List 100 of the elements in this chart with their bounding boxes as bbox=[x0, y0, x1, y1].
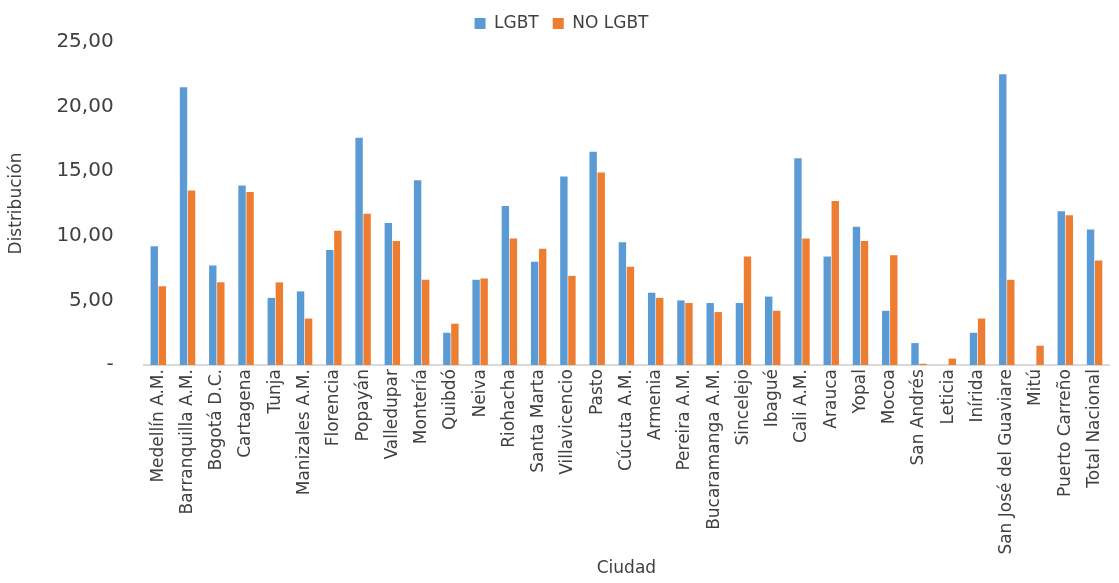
bar bbox=[179, 87, 188, 366]
bar bbox=[267, 297, 275, 366]
x-tick-label: Florencia bbox=[322, 369, 343, 447]
bar bbox=[355, 137, 363, 366]
bar bbox=[238, 185, 246, 366]
x-tick-label: Santa Marta bbox=[527, 369, 548, 473]
bar bbox=[589, 151, 597, 366]
bar bbox=[1086, 229, 1095, 366]
bar bbox=[326, 250, 334, 366]
x-tick-label: Bogotá D.C. bbox=[205, 369, 226, 471]
y-tick-label: 25,00 bbox=[56, 28, 114, 53]
bar bbox=[890, 255, 898, 366]
bar bbox=[860, 241, 869, 366]
x-tick-label: Barranquilla A.M. bbox=[175, 369, 196, 515]
bar bbox=[158, 286, 167, 366]
bar bbox=[560, 176, 568, 366]
x-tick-label: Inírida bbox=[965, 369, 986, 423]
bar bbox=[969, 332, 978, 366]
x-tick-label: Neiva bbox=[468, 369, 489, 418]
x-tick-label: Cali A.M. bbox=[790, 369, 811, 444]
x-tick-label: Riohacha bbox=[497, 369, 518, 448]
bar bbox=[421, 279, 430, 366]
bar bbox=[392, 241, 401, 366]
bar bbox=[706, 303, 714, 366]
bar bbox=[999, 74, 1007, 366]
bar bbox=[685, 303, 693, 366]
x-tick-label: Villavicencio bbox=[556, 369, 577, 475]
bar bbox=[743, 256, 752, 366]
bar bbox=[1007, 279, 1015, 366]
bar bbox=[217, 282, 225, 366]
x-tick-label: Mocoa bbox=[878, 369, 899, 425]
bar bbox=[647, 292, 656, 366]
legend-label: NO LGBT bbox=[572, 11, 650, 32]
bar bbox=[501, 206, 510, 366]
bar bbox=[296, 291, 305, 366]
bar bbox=[451, 323, 459, 366]
bar bbox=[911, 343, 919, 366]
y-tick-label: 20,00 bbox=[56, 92, 114, 117]
x-tick-label: Pereira A.M. bbox=[673, 369, 694, 471]
bar bbox=[480, 278, 488, 366]
x-tick-label: Cúcuta A.M. bbox=[614, 369, 635, 472]
x-tick-label: Puerto Carreño bbox=[1053, 369, 1074, 497]
bar bbox=[618, 242, 627, 366]
x-tick-label: Bucaramanga A.M. bbox=[702, 369, 723, 530]
x-tick-label: Medellín A.M. bbox=[146, 369, 167, 483]
x-tick-label: Leticia bbox=[936, 369, 957, 425]
x-tick-label: Yopal bbox=[848, 369, 869, 415]
bar bbox=[246, 191, 254, 366]
x-tick-label: Ibagué bbox=[761, 369, 782, 428]
x-tick-label: Pasto bbox=[585, 369, 606, 415]
bar bbox=[1057, 211, 1065, 366]
bar bbox=[1036, 345, 1044, 366]
bar bbox=[773, 310, 781, 366]
x-tick-label: Mitú bbox=[1024, 369, 1045, 406]
bar bbox=[794, 158, 802, 366]
bar bbox=[150, 246, 158, 366]
bar bbox=[882, 310, 890, 366]
bar bbox=[823, 256, 831, 366]
bar bbox=[831, 200, 839, 366]
bar bbox=[538, 248, 547, 366]
bar bbox=[977, 318, 986, 366]
y-tick-label: 15,00 bbox=[56, 157, 114, 182]
x-tick-label: Montería bbox=[410, 369, 431, 445]
legend-label: LGBT bbox=[494, 11, 540, 32]
y-tick-label: 10,00 bbox=[56, 222, 114, 247]
bar bbox=[530, 261, 539, 366]
bar bbox=[714, 312, 722, 366]
x-tick-label: San José del Guaviare bbox=[995, 369, 1016, 555]
x-tick-label: Manizales A.M. bbox=[293, 369, 313, 496]
bar bbox=[656, 297, 664, 366]
x-tick-label: Tunja bbox=[263, 369, 284, 415]
bar bbox=[802, 238, 810, 366]
bar bbox=[384, 222, 393, 366]
bar bbox=[509, 238, 518, 366]
bar bbox=[275, 282, 284, 366]
y-axis-title: Distribución bbox=[4, 152, 25, 255]
bar bbox=[304, 318, 313, 366]
x-axis-title: Ciudad bbox=[596, 557, 657, 578]
bar bbox=[1094, 260, 1103, 366]
x-tick-label: Quibdó bbox=[439, 369, 460, 430]
bar bbox=[472, 279, 480, 366]
x-tick-label: Valledupar bbox=[380, 369, 401, 460]
bar bbox=[413, 180, 422, 366]
x-tick-label: Popayán bbox=[351, 369, 372, 442]
bar bbox=[597, 172, 605, 366]
bar bbox=[765, 296, 773, 366]
bar bbox=[209, 265, 217, 366]
bar bbox=[677, 300, 685, 366]
bar bbox=[187, 190, 196, 366]
bar bbox=[363, 213, 371, 366]
bar bbox=[334, 230, 342, 366]
x-tick-label: Sincelejo bbox=[731, 369, 752, 446]
x-tick-label: Arauca bbox=[819, 369, 840, 429]
bar bbox=[626, 266, 635, 366]
x-tick-label: San Andrés bbox=[907, 368, 928, 466]
x-tick-label: Armenia bbox=[644, 369, 665, 441]
x-tick-label: Total Nacional bbox=[1082, 369, 1103, 489]
y-tick-label: - bbox=[106, 351, 114, 376]
bar bbox=[735, 303, 744, 366]
bar bbox=[852, 226, 861, 366]
